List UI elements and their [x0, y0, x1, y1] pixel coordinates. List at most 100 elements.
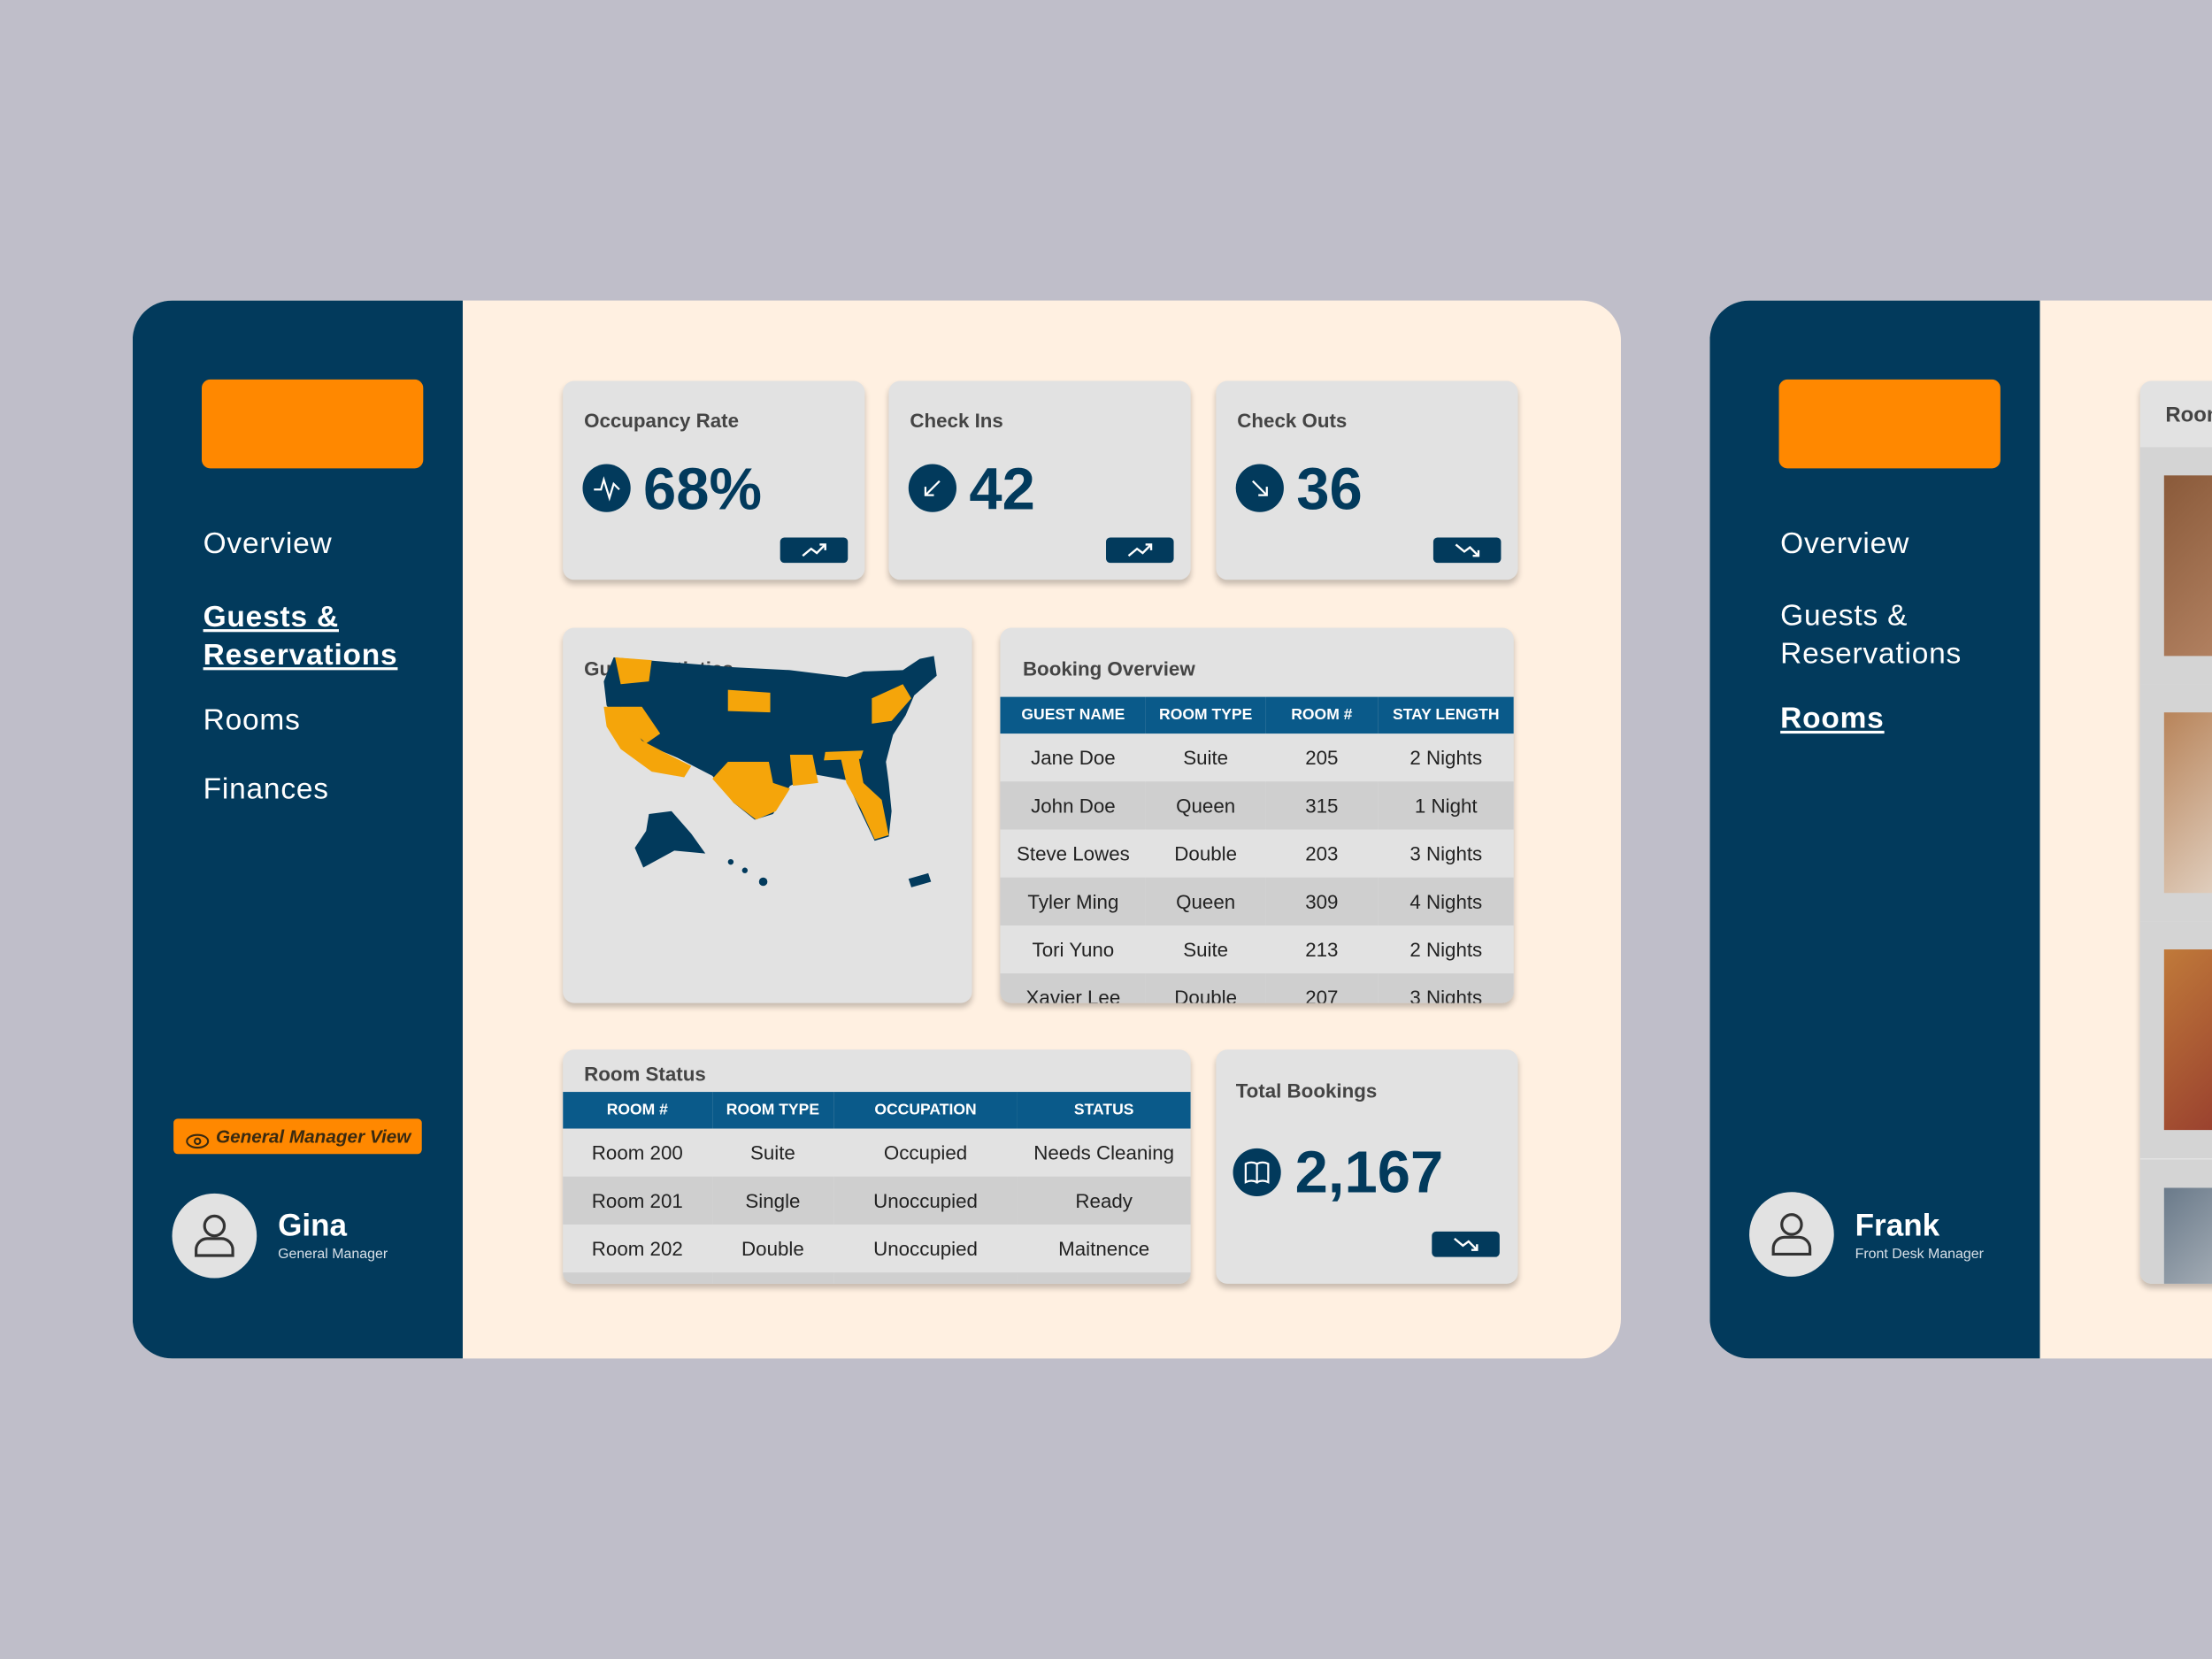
column-header: ROOM TYPE [711, 1092, 834, 1129]
stat-icon [908, 464, 957, 512]
trend-button[interactable] [1432, 1231, 1500, 1257]
room-photo [2163, 949, 2212, 1131]
table-cell: 207 [1264, 973, 1379, 1003]
table-cell: Room 202 [591, 1237, 683, 1260]
table-cell: 4 Nights [1378, 877, 1514, 926]
table-cell: Room 203 [563, 1272, 712, 1284]
stat-card: Check Ins 42 [888, 380, 1191, 580]
table-cell: Suite [1183, 746, 1229, 769]
room-photo [2163, 712, 2212, 894]
card-title: Check Outs [1237, 409, 1348, 432]
table-cell: Steve Lowes [1016, 841, 1130, 865]
nav-item[interactable]: Rooms [1780, 703, 1885, 735]
view-badge: General Manager View [173, 1118, 422, 1155]
room-photo [2163, 475, 2212, 657]
table-cell: Room 200 [591, 1141, 683, 1164]
rooms-card: Rooms [2139, 380, 2212, 1284]
stat-value: 36 [1296, 455, 1363, 522]
nav-item[interactable]: Overview [203, 527, 333, 560]
user-role: General Manager [278, 1247, 388, 1263]
user-role: Front Desk Manager [1855, 1247, 1984, 1263]
table-row: Room 201 Single Unoccupied Ready [563, 1176, 1191, 1225]
table-cell: Suite [1183, 938, 1229, 961]
user-name: Gina [278, 1207, 348, 1243]
table-cell: Room 201 [563, 1176, 712, 1225]
table-cell: Double [711, 1272, 834, 1284]
room-status-card: Room Status ROOM # ROOM TYPE OCCUPATION STAT… [563, 1049, 1191, 1284]
table-cell: Double [1146, 973, 1265, 1003]
nav-item[interactable]: Rooms [203, 703, 301, 737]
icon [1749, 1192, 1834, 1284]
sidebar [1709, 300, 2040, 1359]
column-header: ROOM # [1264, 696, 1379, 734]
table-cell: Ready [1017, 1176, 1191, 1225]
column-header: GUEST NAME [1000, 696, 1147, 734]
table-cell: Jane Doe [1031, 746, 1116, 769]
nav-item[interactable]: Overview [1780, 527, 1910, 560]
stat-icon [1235, 464, 1284, 512]
table-row: Xavier Lee Double 207 3 Nights [1000, 973, 1514, 1003]
table-cell: Maitnence [1058, 1237, 1150, 1260]
data-table: GUEST NAME ROOM TYPE ROOM # STAY LENGTH Jane… [1000, 696, 1514, 1003]
logo [1778, 379, 2001, 469]
column-header: STAY LENGTH [1378, 696, 1514, 734]
dashboard-panel [1709, 300, 2212, 1359]
room-photo [2163, 1187, 2212, 1284]
table-cell: Suite [749, 1141, 795, 1164]
trend-button[interactable] [1432, 537, 1502, 564]
column-header: OCCUPATION [833, 1092, 1018, 1129]
icon [563, 628, 972, 946]
user-name: Frank [1855, 1207, 1940, 1243]
table-cell: 1 Night [1378, 781, 1514, 830]
table-cell: 213 [1305, 938, 1339, 961]
booking-card: Booking Overview GUEST NAME ROOM TYPE ROOM … [1000, 627, 1514, 1003]
sidebar [132, 300, 463, 1359]
total-bookings-card: Total Bookings 2,167 [1216, 1049, 1518, 1284]
table-row: Tori Yuno Suite 213 2 Nights [1000, 926, 1513, 973]
card-title: Rooms [2165, 403, 2212, 428]
table-cell: Needs Cleaning [1033, 1141, 1175, 1164]
table-row: Room 203DoubleOccupiedReady [563, 1272, 1191, 1284]
table-cell: 3 Nights [1409, 841, 1483, 865]
table-cell: Unoccupied [873, 1237, 978, 1260]
table-cell: Queen [1146, 877, 1265, 926]
stat-icon [582, 464, 631, 512]
table-cell: 205 [1305, 746, 1339, 769]
table-cell: Occupied [833, 1272, 1018, 1284]
table-cell: Tyler Ming [1000, 877, 1147, 926]
table-cell: Tori Yuno [1032, 938, 1115, 961]
card-title: Check Ins [910, 409, 1003, 432]
nav-item[interactable]: Guests & Reservations [203, 601, 398, 672]
icon [173, 1194, 257, 1286]
nav-item[interactable]: Guests & Reservations [1780, 599, 1962, 671]
table-row: Room 200 Suite Occupied Needs Cleaning [563, 1129, 1191, 1177]
nav-item[interactable]: Finances [203, 772, 329, 806]
stat-icon [1233, 1148, 1281, 1197]
table-row: Jane Doe Suite 205 2 Nights [1000, 733, 1513, 781]
table-cell: Single [711, 1176, 834, 1225]
table-cell: Occupied [883, 1141, 968, 1164]
card-title: Booking Overview [1022, 657, 1195, 680]
column-header: ROOM TYPE [1146, 696, 1265, 734]
table-cell: Queen [1146, 781, 1265, 830]
table-cell: Unoccupied [833, 1176, 1018, 1225]
guest-stats-card: Guest Statistics [563, 627, 972, 1003]
table-row: Steve Lowes Double 203 3 Nights [1000, 830, 1513, 878]
icon [185, 1127, 211, 1163]
trend-button[interactable] [1106, 537, 1174, 564]
stat-card: Check Outs 36 [1216, 380, 1518, 580]
table-cell: 3 Nights [1378, 973, 1514, 1003]
table-cell: Double [741, 1237, 804, 1260]
table-cell: Ready [1017, 1272, 1191, 1284]
table-cell: John Doe [1000, 781, 1147, 830]
stat-value: 2,167 [1294, 1138, 1444, 1205]
logo [201, 379, 424, 469]
table-cell: 2 Nights [1409, 938, 1483, 961]
stat-value: 68% [643, 455, 763, 522]
trend-button[interactable] [780, 537, 849, 564]
table-cell: 203 [1305, 841, 1339, 865]
table-cell: 2 Nights [1409, 746, 1483, 769]
table-row: Room 202 Double Unoccupied Maitnence [563, 1225, 1191, 1272]
